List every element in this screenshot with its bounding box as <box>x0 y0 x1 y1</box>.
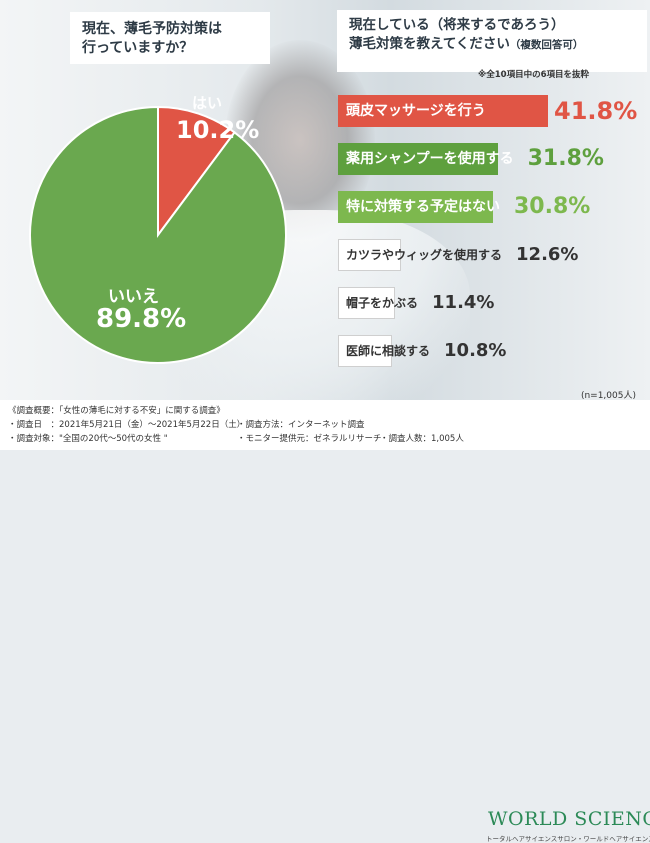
bar-category-label-6: 医師に相談する <box>346 344 431 358</box>
pie-question-title: 現在、薄毛予防対策は 行っていますか？ <box>70 12 270 64</box>
bar-question-sub: （複数回答可） <box>509 39 584 51</box>
bar-1 <box>338 95 548 127</box>
bar-category-label-5: 帽子をかぶる <box>346 296 419 310</box>
pie-value-no: 89.8% <box>96 304 187 334</box>
bar-category-label-3: 特に対策する予定はない <box>346 199 500 215</box>
footer-survey-target: ・調査対象："全国の20代～50代の女性 " <box>8 434 168 444</box>
bar-2 <box>338 143 498 175</box>
pie-label-yes: はい <box>192 94 223 112</box>
bar-value-label-6: 10.8% <box>444 340 507 361</box>
bar-5 <box>338 287 395 319</box>
bar-question-line-1: 現在している（将来するであろう） <box>349 17 565 33</box>
footer-survey-date: ・調査日 ：2021年5月21日（金）～2021年5月22日（土） <box>8 420 246 430</box>
brand-tagline: トータルヘアサイエンスサロン・ワールドヘアサイエンス <box>486 835 650 843</box>
selection-note: ※全10項目中の6項目を抜粋 <box>478 70 590 80</box>
bar-category-label-4: カツラやウィッグを使用する <box>346 248 503 262</box>
footer-survey-provider: ・モニター提供元：ゼネラルリサーチ <box>237 434 382 444</box>
pie-question-line-2: 行っていますか？ <box>82 40 194 56</box>
footer-survey-method: ・調査方法：インターネット調査 <box>237 420 365 430</box>
bar-3 <box>338 191 493 223</box>
sample-size: (n=1,005人) <box>580 391 636 401</box>
bar-category-label-2: 薬用シャンプーを使用する <box>346 151 514 167</box>
bar-6 <box>338 335 392 367</box>
bar-question-line-2: 薄毛対策を教えてください（複数回答可） <box>349 35 635 55</box>
bar-value-label-5: 11.4% <box>432 292 495 313</box>
bar-value-label-3: 30.8% <box>514 194 591 219</box>
bar-value-label-2: 31.8% <box>527 146 604 171</box>
bar-question-title: 現在している（将来するであろう） 薄毛対策を教えてください（複数回答可） <box>337 10 647 72</box>
bar-value-label-4: 12.6% <box>516 244 579 265</box>
bar-value-label-1: 41.8% <box>554 97 638 125</box>
bar-4 <box>338 239 401 271</box>
footer-survey-count: ・調査人数：1,005人 <box>380 434 464 444</box>
footer: 《調査概要：「女性の薄毛に対する不安」に関する調査》 ・調査日 ：2021年5月… <box>0 400 650 843</box>
brand-logo: WORLD SCIENCE <box>488 808 650 830</box>
footer-survey-title: 《調査概要：「女性の薄毛に対する不安」に関する調査》 <box>8 406 225 416</box>
pie-value-yes: 10.2% <box>176 116 260 144</box>
pie-question-line-1: 現在、薄毛予防対策は <box>82 21 222 37</box>
bar-category-label-1: 頭皮マッサージを行う <box>346 103 486 119</box>
pie-slice-yes <box>157 105 236 239</box>
bar-question-line-2-text: 薄毛対策を教えてください <box>349 36 510 52</box>
pie-slice-no <box>29 105 287 364</box>
pie-chart <box>29 105 287 364</box>
pie-label-no: いいえ <box>108 287 159 307</box>
